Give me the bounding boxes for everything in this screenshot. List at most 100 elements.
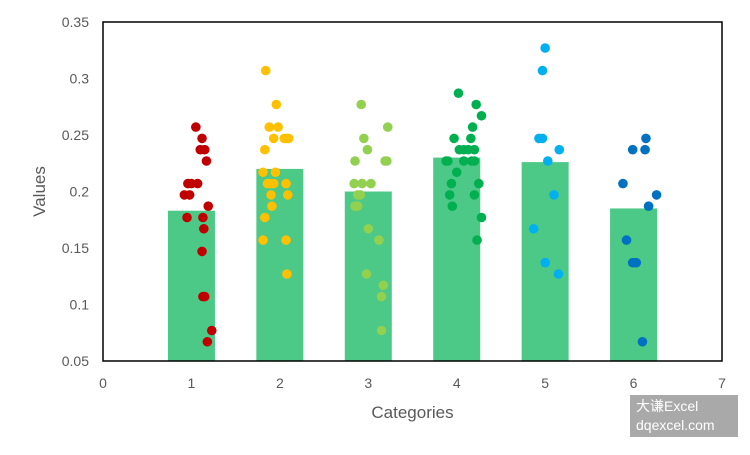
- y-tick-labels: 0.05 0.1 0.15 0.2 0.25 0.3 0.35: [62, 14, 89, 369]
- point-cat4-17: [446, 178, 457, 189]
- point-cat5-9: [540, 257, 550, 268]
- point-cat1-3: [184, 190, 195, 200]
- point-cat4-4: [467, 122, 478, 132]
- y-tick-label: 0.35: [62, 14, 89, 30]
- bar-4: [433, 157, 481, 361]
- point-cat3-12: [355, 190, 366, 200]
- point-cat5-4: [537, 133, 548, 144]
- point-cat3-16: [374, 235, 384, 245]
- point-cat6-3: [640, 144, 650, 155]
- point-cat3-18: [378, 280, 389, 291]
- point-cat4-2: [471, 99, 481, 110]
- point-cat3-1: [356, 99, 367, 110]
- watermark-line-2: dqexcel.com: [636, 417, 715, 433]
- point-cat4-10: [469, 144, 480, 155]
- point-cat5-2: [537, 65, 548, 76]
- point-cat4-21: [447, 201, 458, 211]
- point-cat5-10: [553, 269, 564, 279]
- point-cat3-20: [376, 325, 387, 336]
- point-cat2-9: [260, 144, 270, 155]
- x-tick-label: 7: [718, 375, 726, 391]
- point-cat1-9: [199, 144, 210, 155]
- y-tick-label: 0.1: [70, 297, 90, 313]
- point-cat3-4: [362, 144, 373, 155]
- x-tick-label: 4: [453, 375, 461, 391]
- point-cat2-14: [268, 178, 279, 189]
- point-cat2-17: [283, 190, 293, 200]
- point-cat6-5: [651, 190, 662, 200]
- y-tick-label: 0.25: [62, 127, 89, 143]
- point-cat1-17: [199, 291, 210, 302]
- point-cat3-15: [363, 223, 374, 234]
- point-cat1-15: [197, 246, 207, 257]
- point-cat1-14: [199, 223, 209, 234]
- point-cat4-5: [449, 133, 459, 144]
- point-cat1-10: [201, 156, 212, 166]
- y-tick-label: 0.05: [62, 353, 89, 369]
- point-cat1-18: [206, 325, 217, 336]
- point-cat4-3: [476, 110, 487, 121]
- point-cat3-7: [382, 156, 392, 166]
- point-cat3-10: [366, 178, 376, 189]
- bar-2: [256, 168, 304, 361]
- points-layer: [179, 43, 662, 347]
- x-tick-labels: 0 1 2 3 4 5 6 7: [99, 375, 726, 391]
- point-cat4-15: [469, 156, 480, 166]
- x-tick-label: 1: [188, 375, 196, 391]
- point-cat6-10: [637, 336, 648, 347]
- point-cat6-1: [641, 133, 651, 144]
- x-axis-title: Categories: [371, 403, 453, 422]
- point-cat4-12: [443, 156, 453, 166]
- point-cat2-10: [258, 167, 268, 178]
- point-cat4-6: [466, 133, 476, 144]
- bar-1: [167, 210, 215, 361]
- point-cat2-19: [260, 212, 270, 223]
- point-cat1-11: [182, 212, 192, 223]
- x-tick-label: 3: [364, 375, 372, 391]
- bars-layer: [167, 157, 658, 361]
- point-cat4-20: [469, 190, 480, 200]
- point-cat2-5: [268, 133, 279, 144]
- point-cat1-13: [203, 201, 214, 211]
- watermark: 大谦Excel dqexcel.com: [630, 395, 738, 437]
- point-cat2-3: [264, 122, 275, 132]
- point-cat6-7: [621, 235, 632, 245]
- point-cat5-7: [549, 190, 559, 200]
- point-cat3-19: [376, 291, 387, 302]
- point-cat2-18: [267, 201, 277, 211]
- x-tick-label: 0: [99, 375, 107, 391]
- point-cat2-11: [270, 167, 281, 178]
- plot-frame: [102, 21, 723, 362]
- point-cat2-21: [281, 235, 291, 245]
- point-cat6-6: [643, 201, 654, 211]
- point-cat4-13: [458, 156, 469, 166]
- point-cat3-8: [349, 178, 359, 189]
- point-cat4-18: [474, 178, 484, 189]
- point-cat5-1: [540, 43, 550, 53]
- point-cat2-15: [281, 178, 291, 189]
- point-cat3-14: [352, 201, 363, 211]
- point-cat5-8: [528, 223, 539, 234]
- point-cat3-3: [382, 122, 393, 132]
- watermark-line-1: 大谦Excel: [636, 398, 699, 414]
- point-cat1-12: [198, 212, 208, 223]
- point-cat1-5: [191, 122, 201, 132]
- point-cat4-19: [444, 190, 455, 200]
- point-cat4-23: [472, 235, 482, 245]
- point-cat2-2: [271, 99, 282, 110]
- x-tick-label: 5: [541, 375, 549, 391]
- bar-6: [610, 208, 658, 361]
- point-cat4-16: [451, 167, 462, 178]
- point-cat3-17: [361, 269, 372, 279]
- point-cat2-16: [266, 190, 276, 200]
- point-cat3-2: [359, 133, 369, 144]
- point-cat3-9: [357, 178, 367, 189]
- point-cat3-5: [350, 156, 360, 166]
- point-cat5-5: [554, 144, 565, 155]
- point-cat1-19: [202, 336, 213, 347]
- y-tick-label: 0.15: [62, 240, 89, 256]
- x-tick-label: 2: [276, 375, 284, 391]
- point-cat2-20: [258, 235, 268, 245]
- y-tick-label: 0.3: [70, 71, 90, 87]
